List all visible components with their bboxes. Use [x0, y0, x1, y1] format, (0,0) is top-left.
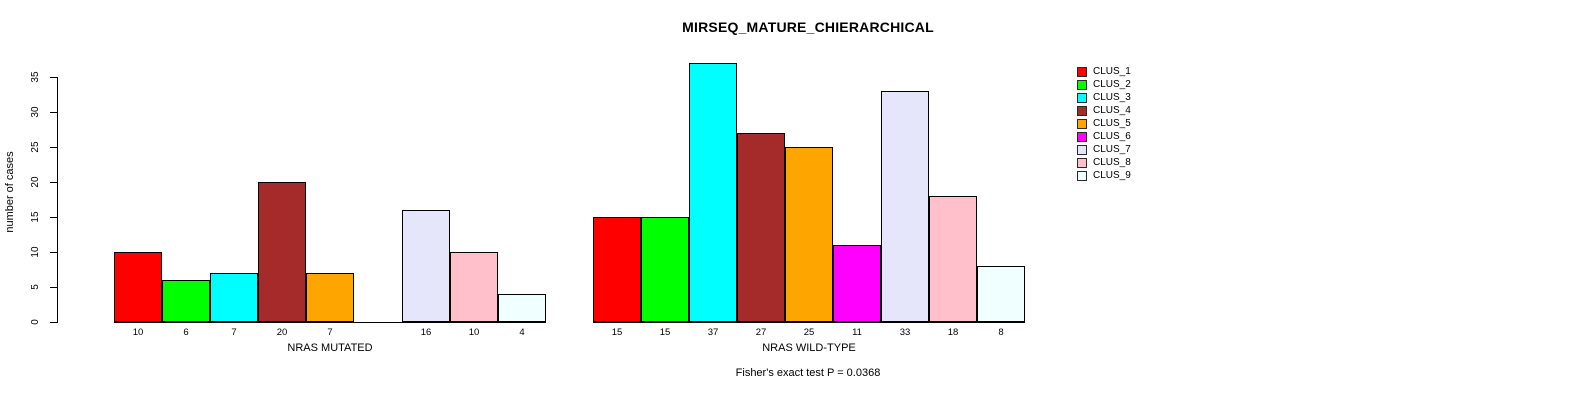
bar-value-label: 20	[276, 327, 288, 338]
y-axis-tick-label: 0	[30, 319, 41, 325]
legend-item-label: CLUS_6	[1093, 130, 1131, 142]
legend-item-label: CLUS_8	[1093, 156, 1131, 168]
bar-value-label: 4	[519, 327, 525, 338]
y-axis-tick	[50, 287, 57, 288]
y-axis-tick-label: 25	[30, 141, 41, 153]
y-axis-tick-label: 30	[30, 106, 41, 118]
y-axis-tick	[50, 147, 57, 148]
legend-color-swatch-icon	[1077, 144, 1087, 155]
bar-value-label: 15	[611, 327, 623, 338]
bar-value-label: 7	[327, 327, 333, 338]
legend-item-label: CLUS_4	[1093, 104, 1131, 116]
bar-value-label: 15	[659, 327, 671, 338]
legend-item: CLUS_5	[1077, 117, 1131, 130]
y-axis-tick	[50, 112, 57, 113]
bar-value-label: 10	[132, 327, 144, 338]
y-axis-tick-label: 35	[30, 71, 41, 83]
x-axis-group-label: NRAS WILD-TYPE	[762, 342, 856, 354]
legend-color-swatch-icon	[1077, 105, 1087, 116]
bar-clus_1-wildtype	[593, 217, 641, 322]
legend-item-label: CLUS_7	[1093, 143, 1131, 155]
bar-clus_8-mutated	[450, 252, 498, 322]
x-axis-baseline	[114, 322, 546, 323]
x-axis-group-label: NRAS MUTATED	[287, 342, 373, 354]
legend-color-swatch-icon	[1077, 92, 1087, 103]
legend-item: CLUS_7	[1077, 143, 1131, 156]
y-axis-tick	[50, 77, 57, 78]
legend-item-label: CLUS_3	[1093, 91, 1131, 103]
bar-value-label: 33	[899, 327, 911, 338]
bar-value-label: 10	[468, 327, 480, 338]
legend-item-label: CLUS_1	[1093, 65, 1131, 77]
y-axis-line	[57, 77, 58, 323]
x-axis-baseline	[593, 322, 1025, 323]
y-axis-tick	[50, 182, 57, 183]
legend-item: CLUS_2	[1077, 78, 1131, 91]
legend-color-swatch-icon	[1077, 157, 1087, 168]
bar-value-label: 27	[755, 327, 767, 338]
bar-value-label: 8	[998, 327, 1004, 338]
y-axis-tick	[50, 322, 57, 323]
bar-value-label: 16	[420, 327, 432, 338]
legend-item: CLUS_4	[1077, 104, 1131, 117]
legend-color-swatch-icon	[1077, 170, 1087, 181]
bar-clus_5-mutated	[306, 273, 354, 322]
y-axis-tick-label: 5	[30, 284, 41, 290]
bar-value-label: 37	[707, 327, 719, 338]
bar-clus_9-wildtype	[977, 266, 1025, 322]
bar-value-label: 25	[803, 327, 815, 338]
y-axis-tick-label: 15	[30, 211, 41, 223]
legend-color-swatch-icon	[1077, 131, 1087, 142]
bar-clus_9-mutated	[498, 294, 546, 322]
bar-value-label: 11	[852, 327, 862, 338]
bar-value-label: 6	[183, 327, 189, 338]
bar-clus_2-wildtype	[641, 217, 689, 322]
bar-clus_3-mutated	[210, 273, 258, 322]
fisher-test-annotation: Fisher's exact test P = 0.0368	[735, 367, 881, 379]
bar-clus_7-mutated	[402, 210, 450, 322]
legend-item-label: CLUS_2	[1093, 78, 1131, 90]
y-axis-tick-label: 10	[30, 246, 41, 258]
chart-title: MIRSEQ_MATURE_CHIERARCHICAL	[682, 19, 934, 35]
legend-item: CLUS_6	[1077, 130, 1131, 143]
legend-color-swatch-icon	[1077, 118, 1087, 129]
legend-color-swatch-icon	[1077, 79, 1087, 90]
bar-clus_3-wildtype	[689, 63, 737, 322]
y-axis-tick	[50, 252, 57, 253]
bar-clus_1-mutated	[114, 252, 162, 322]
y-axis-tick	[50, 217, 57, 218]
legend-item-label: CLUS_5	[1093, 117, 1131, 129]
bar-clus_4-mutated	[258, 182, 306, 322]
legend-item-label: CLUS_9	[1093, 169, 1131, 181]
y-axis-tick-label: 20	[30, 176, 41, 188]
legend-color-swatch-icon	[1077, 66, 1087, 77]
bar-clus_6-wildtype	[833, 245, 881, 322]
legend-item: CLUS_3	[1077, 91, 1131, 104]
legend-item: CLUS_8	[1077, 156, 1131, 169]
legend: CLUS_1 CLUS_2 CLUS_3 CLUS_4 CLUS_5 CLUS_6 CLUS…	[1077, 65, 1131, 182]
legend-item: CLUS_9	[1077, 169, 1131, 182]
bar-clus_8-wildtype	[929, 196, 977, 322]
bar-clus_5-wildtype	[785, 147, 833, 322]
bar-clus_2-mutated	[162, 280, 210, 322]
bar-value-label: 18	[947, 327, 959, 338]
bar-clus_7-wildtype	[881, 91, 929, 322]
y-axis-label: number of cases	[4, 151, 16, 233]
bar-value-label: 7	[231, 327, 237, 338]
bar-clus_4-wildtype	[737, 133, 785, 322]
legend-item: CLUS_1	[1077, 65, 1131, 78]
